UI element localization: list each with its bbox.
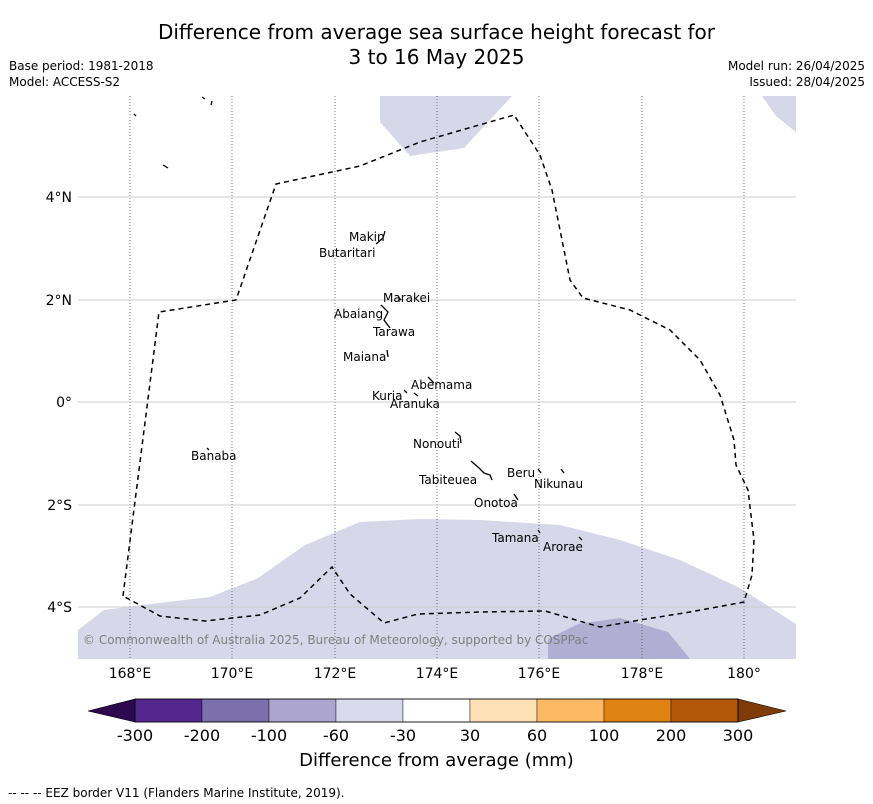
anomaly-region-south-darker: [548, 618, 690, 659]
latitude-axis: 4°N 2°N 0° 2°S 4°S: [46, 190, 73, 616]
model-run: Model run: 26/04/2025: [727, 59, 865, 73]
longitude-axis: 168°E 170°E 172°E 174°E 176°E 178°E 180°: [109, 666, 761, 682]
issued-date: Issued: 28/04/2025: [749, 75, 865, 89]
colorbar-segment: [670, 698, 739, 723]
longitude-gridlines: [129, 96, 745, 659]
lon-tick-label: 176°E: [518, 666, 561, 682]
lat-tick-label: 2°N: [46, 293, 72, 309]
anomaly-region-north: [380, 96, 512, 156]
colorbar-tick-label: 100: [589, 726, 620, 745]
colorbar-ticks: -300 -200 -100 -60 -30 30 60 100 200 300: [117, 726, 753, 745]
title-line-1: Difference from average sea surface heig…: [157, 20, 716, 44]
latitude-gridlines: [78, 196, 796, 608]
colorbar-tick-label: -300: [117, 726, 153, 745]
meta-right: Model run: 26/04/2025 Issued: 28/04/2025: [728, 58, 865, 90]
colorbar-tick-label: 60: [527, 726, 547, 745]
colorbar-tick-label: -100: [251, 726, 287, 745]
colorbar-tick-label: 200: [656, 726, 687, 745]
colorbar: -300 -200 -100 -60 -30 30 60 100 200 300: [87, 698, 787, 745]
lon-tick-label: 178°E: [621, 666, 664, 682]
island-label: Onotoa: [474, 496, 518, 510]
colorbar-segment: [536, 698, 605, 723]
colorbar-tick-label: 30: [460, 726, 480, 745]
colorbar-segment: [201, 698, 270, 723]
colorbar-max-arrow: [737, 698, 787, 723]
island-labels: Makin Butaritari Marakei Abaiang Tarawa …: [191, 230, 583, 554]
colorbar-segment: [402, 698, 471, 723]
lat-tick-label: 2°S: [47, 498, 72, 514]
island-label: Abaiang: [334, 307, 383, 321]
island-label: Makin: [349, 230, 385, 244]
lat-tick-label: 4°N: [46, 190, 72, 206]
colorbar-segment: [134, 698, 203, 723]
colorbar-tick-label: -200: [184, 726, 220, 745]
meta-left: Base period: 1981-2018 Model: ACCESS-S2: [9, 58, 154, 90]
anomaly-region-northeast: [762, 96, 796, 132]
lon-tick-label: 170°E: [211, 666, 254, 682]
map-area: Makin Butaritari Marakei Abaiang Tarawa …: [78, 96, 796, 659]
island-label: Butaritari: [319, 246, 376, 260]
eez-footnote: -- -- -- EEZ border V11 (Flanders Marine…: [8, 786, 345, 800]
colorbar-segments: [134, 698, 739, 723]
colorbar-label: Difference from average (mm): [299, 750, 574, 771]
lat-tick-label: 0°: [56, 395, 72, 411]
island-label: Beru: [507, 466, 535, 480]
lon-tick-label: 168°E: [109, 666, 152, 682]
colorbar-tick-label: 300: [723, 726, 754, 745]
model-name: Model: ACCESS-S2: [9, 75, 121, 89]
island-label: Marakei: [383, 291, 430, 305]
lat-tick-label: 4°S: [47, 600, 72, 616]
island-label: Aranuka: [390, 397, 440, 411]
colorbar-frame: [134, 698, 739, 723]
island-label: Arorae: [543, 540, 583, 554]
island-label: Banaba: [191, 449, 237, 463]
colorbar-segment: [603, 698, 672, 723]
lon-tick-label: 172°E: [314, 666, 357, 682]
island-label: Nonouti: [413, 437, 460, 451]
island-label: Abemama: [411, 378, 472, 392]
colorbar-segment: [268, 698, 337, 723]
title-line-2: 3 to 16 May 2025: [348, 45, 525, 69]
lon-tick-label: 174°E: [416, 666, 459, 682]
island-label: Tamana: [491, 531, 539, 545]
island-label: Tarawa: [372, 325, 415, 339]
island-label: Maiana: [343, 350, 386, 364]
map-title: Difference from average sea surface heig…: [0, 20, 873, 70]
colorbar-segment: [469, 698, 538, 723]
lon-tick-label: 180°: [727, 666, 761, 682]
eez-border: [122, 114, 755, 628]
colorbar-min-arrow: [87, 698, 136, 723]
island-label: Tabiteuea: [418, 473, 477, 487]
island-label: Kuria: [372, 389, 403, 403]
island-coastlines: [133, 96, 583, 541]
colorbar-tick-label: -60: [323, 726, 349, 745]
base-period: Base period: 1981-2018: [9, 59, 154, 73]
colorbar-tick-label: -30: [390, 726, 416, 745]
copyright-credit: © Commonwealth of Australia 2025, Bureau…: [83, 633, 588, 647]
island-label: Nikunau: [534, 477, 583, 491]
colorbar-segment: [335, 698, 404, 723]
